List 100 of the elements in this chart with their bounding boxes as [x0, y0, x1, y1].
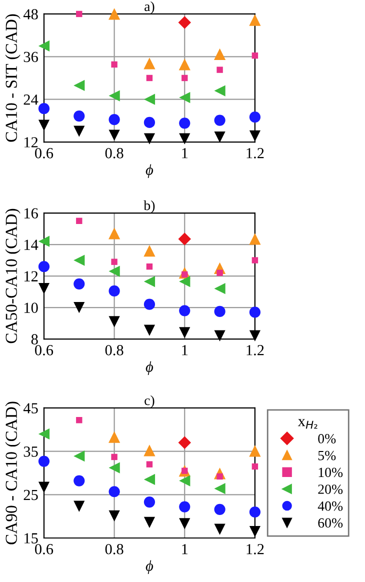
point [146, 263, 153, 270]
point [179, 501, 190, 512]
x-tick-label: 1.2 [246, 148, 264, 158]
point [178, 436, 191, 450]
point [38, 482, 50, 493]
y-axis-title: CA90 - CA10 (CAD) [5, 402, 20, 544]
point [178, 58, 190, 70]
legend-label: 40% [318, 501, 343, 511]
point [179, 92, 190, 104]
point [249, 233, 261, 245]
point [249, 526, 261, 538]
point [144, 474, 156, 486]
point [252, 52, 258, 59]
y-tick-label: 35 [24, 446, 38, 457]
point [108, 431, 120, 443]
point [146, 461, 153, 468]
point [182, 74, 188, 82]
point [178, 16, 191, 29]
point [144, 324, 156, 336]
point [214, 283, 226, 294]
legend-label: 10% [318, 468, 343, 478]
y-tick-label: 15 [24, 533, 38, 544]
point [144, 94, 156, 105]
legend-label: 0% [318, 434, 336, 444]
point [249, 130, 261, 142]
point [74, 302, 85, 314]
point [179, 305, 190, 316]
point [111, 61, 118, 68]
point [74, 450, 85, 462]
point [144, 116, 156, 128]
point [108, 8, 120, 20]
point [108, 266, 120, 277]
point [144, 58, 156, 70]
point [214, 306, 226, 318]
point [252, 257, 258, 264]
point [108, 130, 120, 141]
x-tick-label: 0.6 [35, 148, 54, 158]
y-tick-label: 12 [24, 137, 38, 148]
point [74, 110, 85, 122]
point [38, 236, 50, 247]
legend-label: 60% [318, 518, 343, 528]
point [249, 445, 261, 457]
x-tick-label: 0.8 [105, 345, 124, 356]
point [178, 232, 191, 246]
point [214, 114, 226, 126]
y-axis-title: CA10 - SIT (CAD) [5, 14, 20, 142]
point [249, 14, 261, 26]
x-tick-label: 1 [182, 148, 188, 158]
point [111, 258, 118, 265]
point [214, 48, 226, 60]
point [108, 90, 120, 102]
x-tick-label: 1 [182, 345, 188, 356]
point [38, 40, 50, 52]
y-tick-label: 25 [24, 490, 38, 500]
point [144, 276, 156, 288]
point [179, 118, 190, 129]
point [144, 133, 156, 144]
chart-title: b) [144, 200, 155, 214]
y-axis-title: CA50-CA10 (CAD) [5, 208, 20, 344]
y-tick-label: 48 [23, 9, 38, 20]
y-tick-label: 24 [24, 94, 38, 105]
point [108, 316, 120, 328]
chart-title: c) [144, 395, 154, 408]
x-tick-label: 0.8 [105, 148, 124, 158]
point [249, 506, 261, 518]
point [74, 278, 85, 290]
y-tick-label: 8 [31, 334, 38, 344]
y-tick-label: 14 [24, 240, 38, 250]
point [144, 516, 156, 528]
point [74, 475, 85, 486]
x-axis-title: ϕ [146, 361, 154, 376]
point [108, 114, 120, 126]
y-tick-label: 10 [24, 302, 38, 313]
point [144, 444, 156, 456]
point [74, 126, 85, 137]
y-tick-label: 45 [23, 403, 38, 414]
point [38, 283, 50, 294]
y-tick-label: 36 [24, 52, 38, 62]
x-tick-label: 1.2 [246, 544, 264, 554]
point [74, 80, 85, 92]
point [144, 298, 156, 310]
point [38, 261, 50, 272]
point [76, 10, 82, 18]
point [216, 66, 223, 73]
point [108, 510, 120, 522]
point [214, 85, 226, 96]
point [179, 327, 190, 338]
point [74, 500, 85, 512]
point [249, 330, 261, 342]
x-tick-label: 1.2 [246, 345, 264, 356]
legend-label: 5% [318, 450, 336, 460]
x-tick-label: 1 [182, 544, 188, 554]
point [146, 74, 153, 82]
point [214, 330, 226, 342]
point [216, 270, 223, 276]
legend-title: x$_{H₂}$ [298, 419, 318, 429]
x-axis-title: ϕ [146, 560, 154, 574]
point [144, 245, 156, 257]
y-tick-label: 16 [24, 208, 38, 218]
point [108, 486, 120, 498]
